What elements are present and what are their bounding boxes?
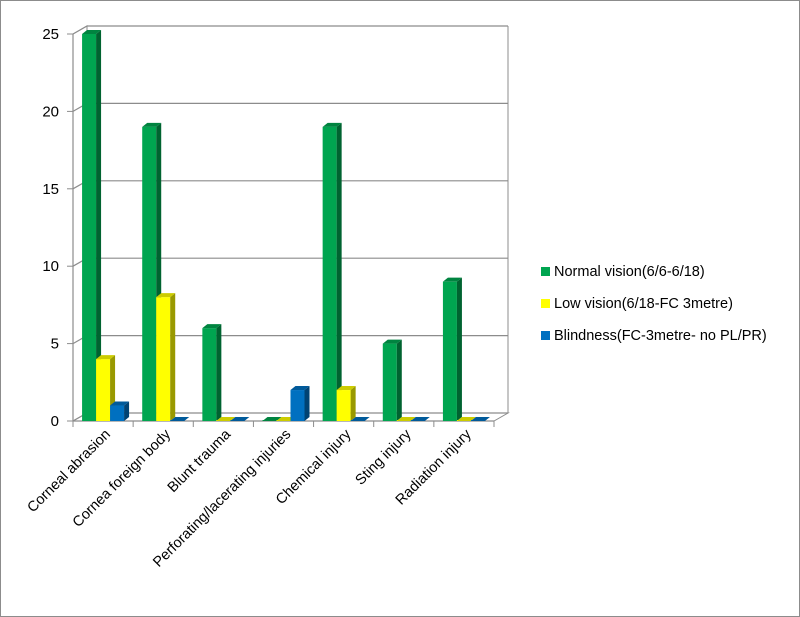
gridlines — [72, 25, 509, 422]
legend-label: Normal vision(6/6-6/18) — [554, 264, 705, 280]
bar-front — [110, 405, 125, 421]
bar — [322, 122, 342, 421]
bar-top — [96, 355, 116, 360]
gridline — [72, 102, 508, 112]
bar — [442, 277, 462, 421]
bar — [82, 30, 102, 421]
gridline — [72, 180, 508, 190]
bar-front — [142, 126, 157, 421]
bar-side — [336, 122, 342, 421]
bar — [410, 417, 430, 421]
bar — [470, 417, 490, 421]
bar-top — [410, 417, 430, 421]
bar-side — [124, 401, 130, 421]
bar-top — [170, 417, 190, 421]
bar-top — [322, 122, 342, 127]
bar-top — [82, 30, 102, 34]
bar-top — [290, 386, 310, 391]
bar-top — [110, 401, 130, 406]
bar-front — [336, 390, 351, 421]
bar-top — [336, 386, 356, 391]
bar-top — [382, 339, 402, 344]
legend-label: Blindness(FC-3metre- no PL/PR) — [554, 328, 767, 344]
bar-side — [216, 324, 222, 421]
gridline — [72, 335, 508, 345]
bar-front — [290, 390, 305, 421]
gridline — [72, 25, 508, 35]
y-tick-label: 5 — [51, 336, 59, 353]
bar-side — [456, 277, 462, 421]
axes — [67, 33, 495, 427]
legend: Normal vision(6/6-6/18) Low vision(6/18-F… — [541, 264, 767, 344]
plot-walls — [71, 25, 510, 422]
bar-side — [350, 386, 356, 421]
bar-top — [350, 417, 370, 421]
bar — [156, 293, 176, 421]
bar-top — [142, 122, 162, 127]
y-tick-label: 25 — [42, 26, 59, 43]
bar — [290, 386, 310, 421]
bar-side — [304, 386, 310, 421]
x-tick-label: Sting injury — [353, 426, 416, 489]
bar-top — [156, 293, 176, 298]
bar-front — [202, 328, 217, 421]
y-tick-label: 15 — [42, 181, 59, 198]
gridline — [72, 257, 508, 267]
bar — [350, 417, 370, 421]
y-tick-label: 0 — [51, 413, 59, 430]
bar-top — [230, 417, 250, 421]
bar-side — [396, 339, 402, 421]
bar-front — [382, 343, 397, 421]
bar — [382, 339, 402, 421]
bar-side — [170, 293, 176, 421]
bar-side — [96, 30, 102, 421]
bar-front — [442, 281, 457, 421]
bar-top — [470, 417, 490, 421]
bar-front — [156, 297, 171, 421]
bar-front — [322, 126, 337, 421]
bars — [82, 30, 490, 421]
legend-item: Normal vision(6/6-6/18) — [541, 264, 705, 280]
bar-top — [442, 277, 462, 282]
bar-front — [82, 34, 97, 421]
bar — [230, 417, 250, 421]
bar — [170, 417, 190, 421]
legend-item: Blindness(FC-3metre- no PL/PR) — [541, 328, 767, 344]
y-tick-label: 20 — [42, 103, 59, 120]
bar — [336, 386, 356, 421]
bar-front — [96, 359, 111, 421]
bar-top — [202, 324, 222, 329]
legend-swatch — [541, 267, 550, 276]
bar — [202, 324, 222, 421]
legend-swatch — [541, 299, 550, 308]
x-tick-label: Cornea foreign body — [70, 426, 175, 531]
legend-label: Low vision(6/18-FC 3metre) — [554, 296, 733, 312]
y-axis-tick-labels: 0 5 10 15 20 25 — [42, 26, 59, 430]
legend-swatch — [541, 331, 550, 340]
legend-item: Low vision(6/18-FC 3metre) — [541, 296, 733, 312]
bar — [110, 401, 130, 421]
y-tick-label: 10 — [42, 258, 59, 275]
